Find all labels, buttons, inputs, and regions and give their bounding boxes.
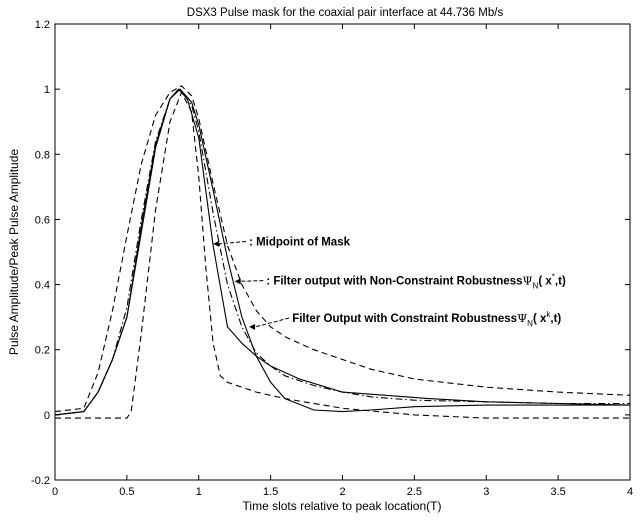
y-tick-label: -0.2	[31, 475, 50, 487]
annotation-arrowhead	[234, 278, 241, 285]
x-tick-label: 0	[52, 486, 58, 498]
y-tick-label: 0.4	[35, 280, 50, 292]
x-tick-label: 2	[339, 486, 345, 498]
y-tick-label: 0.2	[35, 345, 50, 357]
annotation-label: Filter Output with Constraint Robustness…	[292, 310, 561, 328]
x-tick-label: 3	[483, 486, 489, 498]
y-axis-label: Pulse Amplitude/Peak Pulse Amplitude	[7, 149, 21, 355]
chart-title: DSX3 Pulse mask for the coaxial pair int…	[187, 7, 504, 19]
y-tick-label: 0.6	[35, 214, 50, 226]
y-axis-ticks: -0.2 0 0.2 0.4 0.6 0.8 1 1.2	[31, 19, 630, 487]
annotation-label: : Filter output with Non-Constraint Robu…	[266, 273, 566, 291]
x-tick-label: 2.5	[407, 486, 422, 498]
annotation-arrowhead	[249, 323, 256, 330]
annotation-leader	[240, 280, 264, 282]
plot-area: : Midpoint of Mask : Filter output with N…	[54, 23, 631, 481]
series-line-3	[54, 88, 630, 416]
x-tick-label: 1.5	[263, 486, 278, 498]
annotation-arrowhead	[213, 240, 220, 247]
x-tick-label: 4	[627, 486, 633, 498]
annotation-group: : Midpoint of Mask : Filter output with N…	[213, 236, 566, 330]
series-group	[54, 85, 631, 419]
y-tick-label: 0	[44, 410, 50, 422]
y-tick-label: 1.2	[35, 19, 50, 31]
x-tick-label: 1	[196, 486, 202, 498]
annotation-leader	[219, 240, 247, 245]
series-line-5	[54, 88, 630, 416]
x-tick-label: 3.5	[550, 486, 565, 498]
x-axis-ticks: 0 0.5 1 1.5 2 2.5 3 3.5 4	[52, 24, 633, 498]
x-tick-label: 0.5	[119, 486, 134, 498]
annotation-label: : Midpoint of Mask	[249, 236, 351, 248]
y-tick-label: 1	[44, 84, 50, 96]
y-tick-label: 0.8	[35, 149, 50, 161]
series-line-1	[54, 85, 631, 413]
series-line-2	[55, 91, 630, 419]
x-axis-label: Time slots relative to peak location(T)	[243, 499, 442, 513]
